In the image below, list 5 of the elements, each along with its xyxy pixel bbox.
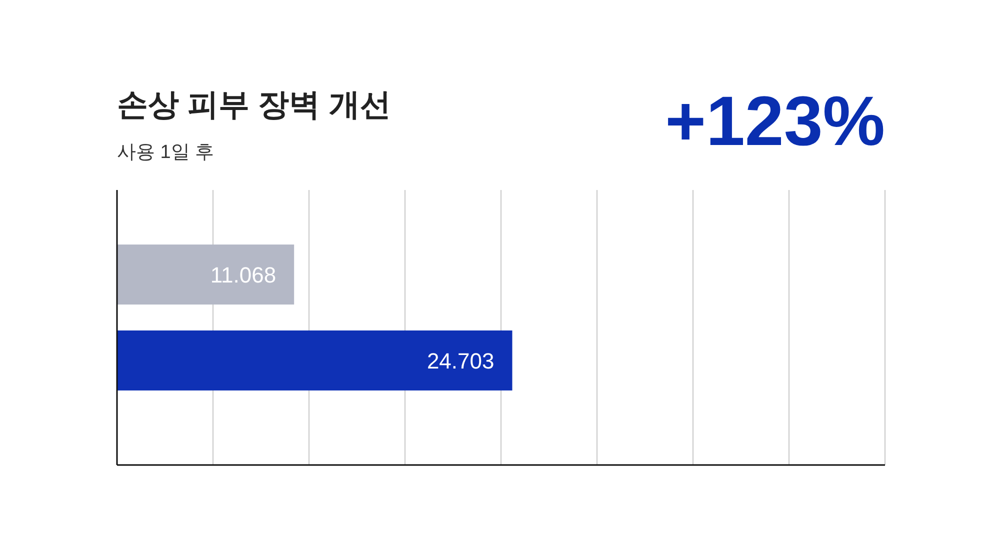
chart-title: 손상 피부 장벽 개선 (117, 87, 391, 122)
data-label: 24.703 (426, 348, 494, 374)
text: +123% (665, 82, 885, 160)
chart-subtitle: 사용 1일 후 (117, 142, 214, 163)
data-label: 11.068 (210, 262, 276, 288)
